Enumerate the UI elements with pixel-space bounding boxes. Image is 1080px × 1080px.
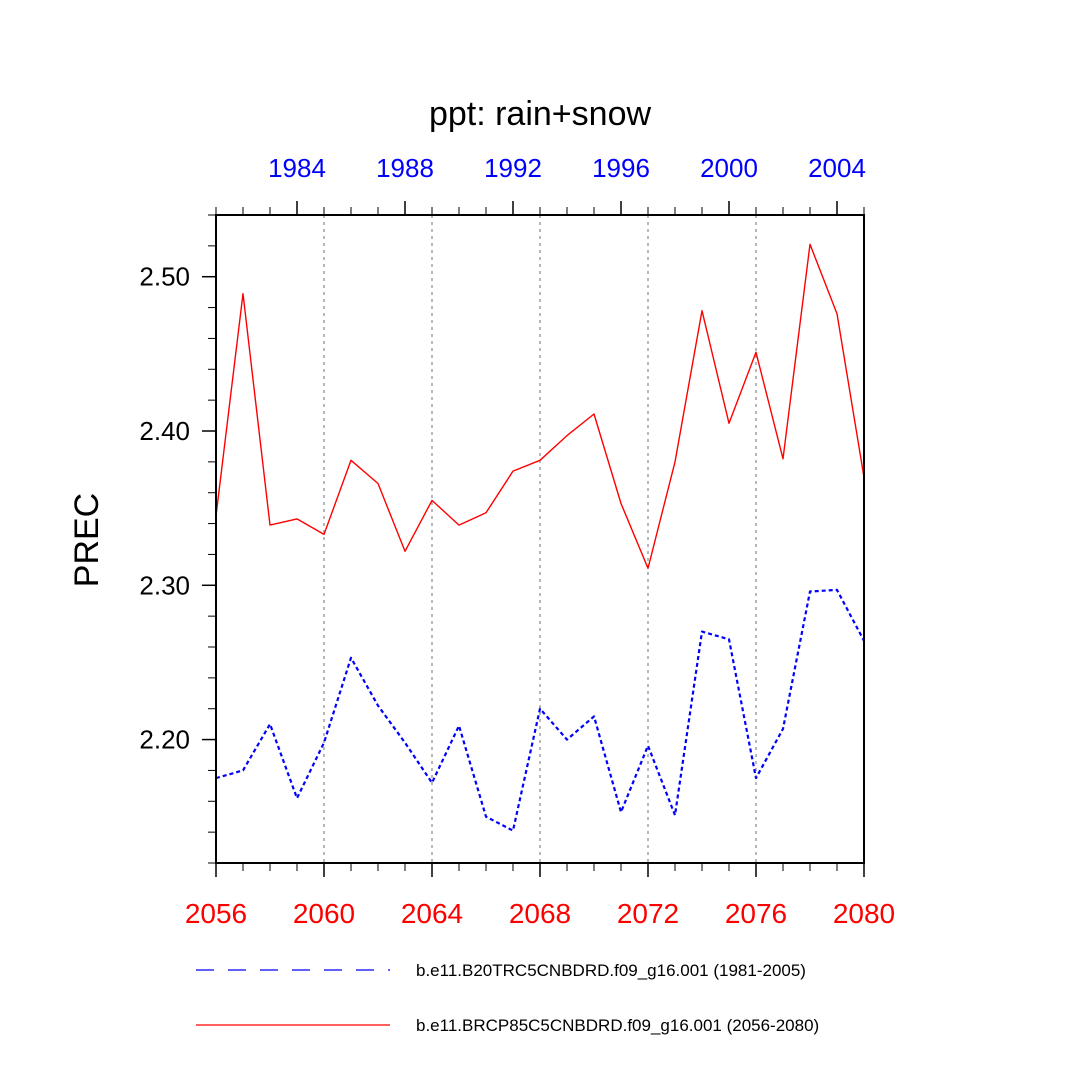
- bottom-axis: 2056 2060 2064 2068 2072 2076 2080: [185, 863, 895, 929]
- legend-label-0: b.e11.B20TRC5CNBDRD.f09_g16.001 (1981-20…: [416, 961, 806, 980]
- legend: b.e11.B20TRC5CNBDRD.f09_g16.001 (1981-20…: [196, 961, 819, 1035]
- top-tick-label-5: 2004: [808, 153, 866, 183]
- legend-label-1: b.e11.BRCP85C5CNBDRD.f09_g16.001 (2056-2…: [416, 1016, 819, 1035]
- bottom-tick-label-5: 2076: [725, 898, 787, 929]
- chart-title: ppt: rain+snow: [429, 95, 652, 133]
- top-tick-label-1: 1988: [376, 153, 434, 183]
- y-tick-label-1: 2.30: [139, 570, 190, 600]
- top-tick-label-4: 2000: [700, 153, 758, 183]
- gridlines: [323, 215, 757, 863]
- y-tick-label-2: 2.40: [139, 416, 190, 446]
- series-line-0: [216, 588, 864, 832]
- bottom-tick-label-0: 2056: [185, 898, 247, 929]
- series-line-1: [216, 243, 864, 569]
- y-axis-ticks: 2.20 2.30 2.40 2.50: [139, 262, 216, 755]
- bottom-tick-label-1: 2060: [293, 898, 355, 929]
- top-tick-label-0: 1984: [268, 153, 326, 183]
- bottom-tick-label-3: 2068: [509, 898, 571, 929]
- top-axis: 1984 1988 1992 1996 2000 2004: [268, 153, 866, 215]
- top-tick-label-3: 1996: [592, 153, 650, 183]
- series-lines: [216, 243, 864, 832]
- top-tick-label-2: 1992: [484, 153, 542, 183]
- y-axis-label: PREC: [68, 493, 106, 587]
- bottom-tick-label-6: 2080: [833, 898, 895, 929]
- y-tick-label-3: 2.50: [139, 262, 190, 292]
- bottom-tick-label-4: 2072: [617, 898, 679, 929]
- y-tick-label-0: 2.20: [139, 725, 190, 755]
- minor-ticks: [208, 207, 865, 871]
- bottom-tick-label-2: 2064: [401, 898, 463, 929]
